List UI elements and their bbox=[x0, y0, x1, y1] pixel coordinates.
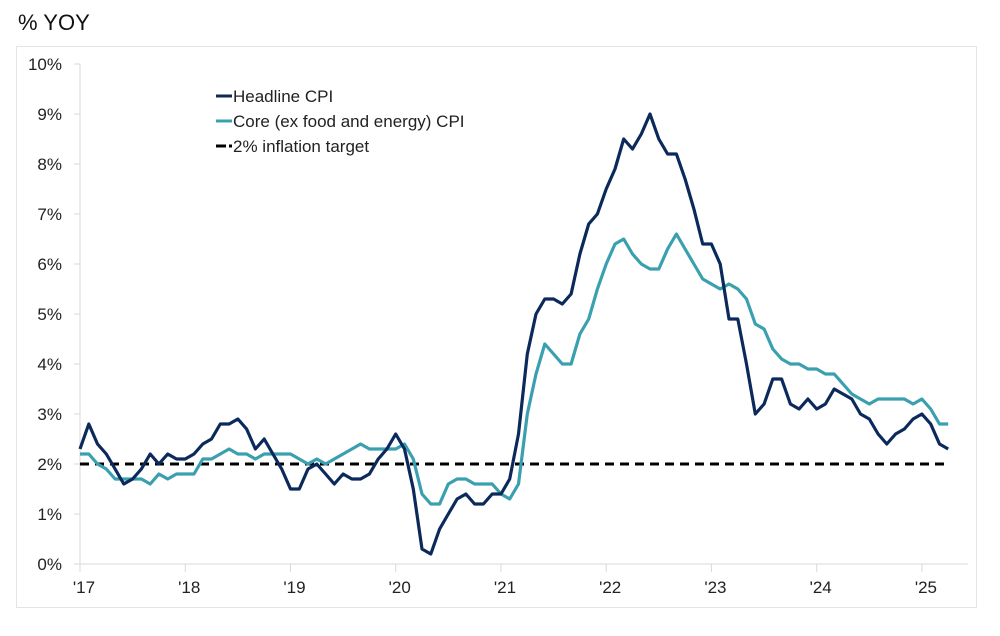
y-tick-label: 2% bbox=[37, 455, 62, 474]
x-tick-label: '18 bbox=[178, 578, 200, 597]
chart-frame bbox=[16, 46, 977, 608]
y-tick-label: 7% bbox=[37, 205, 62, 224]
x-tick-label: '25 bbox=[915, 578, 937, 597]
x-tick-label: '24 bbox=[810, 578, 832, 597]
y-tick-label: 5% bbox=[37, 305, 62, 324]
x-tick-label: '19 bbox=[283, 578, 305, 597]
y-tick-label: 6% bbox=[37, 255, 62, 274]
x-tick-label: '20 bbox=[389, 578, 411, 597]
y-tick-label: 4% bbox=[37, 355, 62, 374]
y-tick-label: 9% bbox=[37, 105, 62, 124]
legend-label: Headline CPI bbox=[233, 87, 333, 106]
y-tick-label: 1% bbox=[37, 505, 62, 524]
chart-title: % YOY bbox=[18, 10, 90, 35]
y-tick-label: 8% bbox=[37, 155, 62, 174]
legend-label: Core (ex food and energy) CPI bbox=[233, 112, 465, 131]
y-tick-label: 10% bbox=[28, 55, 62, 74]
y-tick-label: 3% bbox=[37, 405, 62, 424]
headline-cpi-line bbox=[78, 112, 949, 556]
core-cpi-line bbox=[80, 232, 949, 506]
y-tick-label: 0% bbox=[37, 555, 62, 574]
legend-label: 2% inflation target bbox=[233, 137, 369, 156]
x-tick-label: '17 bbox=[73, 578, 95, 597]
x-tick-label: '21 bbox=[494, 578, 516, 597]
x-tick-label: '22 bbox=[599, 578, 621, 597]
x-tick-label: '23 bbox=[704, 578, 726, 597]
